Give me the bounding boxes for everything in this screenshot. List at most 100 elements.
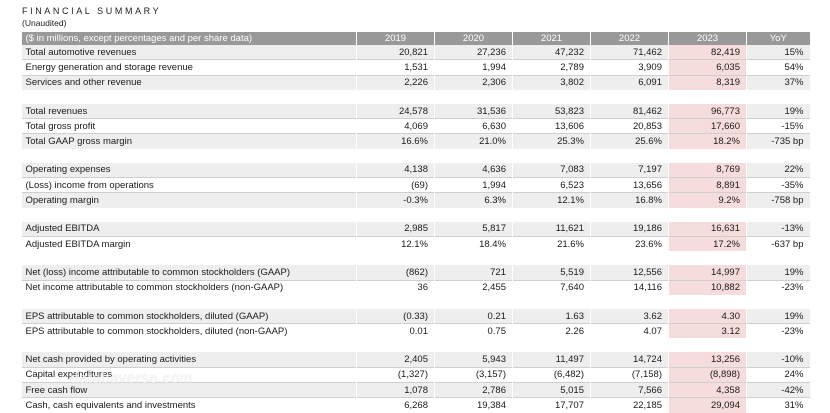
value-cell-2023: 4,358 <box>668 382 747 398</box>
value-cell: 18.4% <box>434 235 513 252</box>
yoy-cell: 24% <box>746 366 810 383</box>
spacer-cell <box>512 148 591 163</box>
value-cell-2023: 18.2% <box>668 133 747 149</box>
spacer-cell <box>434 251 513 266</box>
spacer-cell <box>668 89 747 104</box>
year-column-header-2023: 2023 <box>668 32 747 45</box>
group-spacer <box>21 207 810 222</box>
value-cell-2023: (8,898) <box>668 366 747 383</box>
value-cell: 13,606 <box>512 118 591 134</box>
spacer-cell <box>356 207 435 222</box>
label-column-header: ($ in millions, except percentages and p… <box>21 32 357 45</box>
value-cell: 24,578 <box>356 103 435 119</box>
table-row: Operating expenses 4,138 4,636 7,083 7,197 8,… <box>21 162 810 178</box>
row-label: Free cash flow <box>21 382 357 398</box>
yoy-cell: 19% <box>746 308 810 324</box>
value-cell: 2,786 <box>434 382 513 398</box>
table-row: Services and other revenue 2,226 2,306 3,80… <box>21 74 810 90</box>
spacer-cell <box>21 89 357 104</box>
value-cell: 71,462 <box>590 45 669 60</box>
value-cell: (6,482) <box>512 366 591 383</box>
row-label: Adjusted EBITDA margin <box>21 235 357 252</box>
value-cell: (7,158) <box>590 366 669 383</box>
value-cell: 25.3% <box>512 133 591 149</box>
value-cell: 23.6% <box>590 235 669 252</box>
value-cell: 2.26 <box>512 323 591 339</box>
spacer-cell <box>746 148 810 163</box>
value-cell: 36 <box>356 279 435 295</box>
spacer-cell <box>21 148 357 163</box>
spacer-cell <box>590 148 669 163</box>
spacer-cell <box>590 251 669 266</box>
spacer-cell <box>434 207 513 222</box>
value-cell: 2,405 <box>356 352 435 368</box>
row-label: Operating margin <box>21 192 357 208</box>
spacer-cell <box>746 207 810 222</box>
table-row: Net cash provided by operating activitie… <box>21 352 810 368</box>
value-cell: 2,789 <box>512 59 591 76</box>
year-column-header: 2021 <box>512 32 591 45</box>
yoy-cell: -23% <box>746 279 810 295</box>
value-cell: 5,015 <box>512 382 591 398</box>
table-row: Operating margin -0.3% 6.3% 12.1% 16.8% 9.2% -… <box>21 192 810 208</box>
row-label: Total gross profit <box>21 118 357 134</box>
value-cell: 14,116 <box>590 279 669 295</box>
table-row: EPS attributable to common stockholders,… <box>21 323 810 339</box>
spacer-cell <box>668 207 747 222</box>
row-label: Net cash provided by operating activitie… <box>21 352 357 368</box>
yoy-cell: -758 bp <box>746 192 810 208</box>
table-row: EPS attributable to common stockholders,… <box>21 308 810 324</box>
group-spacer <box>21 294 810 309</box>
group-spacer <box>21 148 810 163</box>
table-row: (Loss) income from operations (69) 1,994 6,… <box>21 177 810 193</box>
value-cell: 5,943 <box>434 352 513 368</box>
table-row: Net income attributable to common stockh… <box>21 279 810 295</box>
value-cell: 19,384 <box>434 397 513 413</box>
spacer-cell <box>590 207 669 222</box>
value-cell-2023: 6,035 <box>668 59 747 76</box>
value-cell-2023: 17,660 <box>668 118 747 134</box>
row-label: EPS attributable to common stockholders,… <box>21 308 357 324</box>
spacer-cell <box>512 89 591 104</box>
value-cell: (0.33) <box>356 308 435 324</box>
value-cell: 6.3% <box>434 192 513 208</box>
yoy-cell: -35% <box>746 177 810 193</box>
value-cell: 6,630 <box>434 118 513 134</box>
value-cell-2023: 17.2% <box>668 235 747 252</box>
value-cell: 12,556 <box>590 265 669 281</box>
value-cell: 1,078 <box>356 382 435 398</box>
value-cell: 21.0% <box>434 133 513 149</box>
row-label: Cash, cash equivalents and investments <box>21 397 357 413</box>
value-cell: 20,821 <box>356 45 435 60</box>
yoy-cell: -23% <box>746 323 810 339</box>
spacer-cell <box>356 338 435 353</box>
yoy-cell: 37% <box>746 74 810 90</box>
value-cell: 11,497 <box>512 352 591 368</box>
spacer-cell <box>356 148 435 163</box>
spacer-cell <box>746 89 810 104</box>
yoy-cell: 19% <box>746 265 810 281</box>
value-cell: 17,707 <box>512 397 591 413</box>
group-spacer <box>21 338 810 353</box>
yoy-cell: 31% <box>746 397 810 413</box>
yoy-cell: 22% <box>746 162 810 178</box>
row-label: Services and other revenue <box>21 74 357 90</box>
page-subtitle: (Unaudited) <box>22 18 67 28</box>
value-cell: (3,157) <box>434 366 513 383</box>
row-label: Total revenues <box>21 103 357 119</box>
table-body: Total automotive revenues 20,821 27,236 47,… <box>21 45 810 413</box>
value-cell: 3,802 <box>512 74 591 90</box>
row-label: (Loss) income from operations <box>21 177 357 193</box>
spacer-cell <box>356 89 435 104</box>
value-cell-2023: 16,631 <box>668 221 747 237</box>
yoy-cell: -637 bp <box>746 235 810 252</box>
table-row: Free cash flow 1,078 2,786 5,015 7,566 4,358-… <box>21 382 810 398</box>
row-label: Capital expenditures <box>21 366 357 383</box>
value-cell-2023: 29,094 <box>668 397 747 413</box>
value-cell: 7,640 <box>512 279 591 295</box>
value-cell: 721 <box>434 265 513 281</box>
value-cell-2023: 96,773 <box>668 103 747 119</box>
value-cell: 4,138 <box>356 162 435 178</box>
value-cell: 5,519 <box>512 265 591 281</box>
